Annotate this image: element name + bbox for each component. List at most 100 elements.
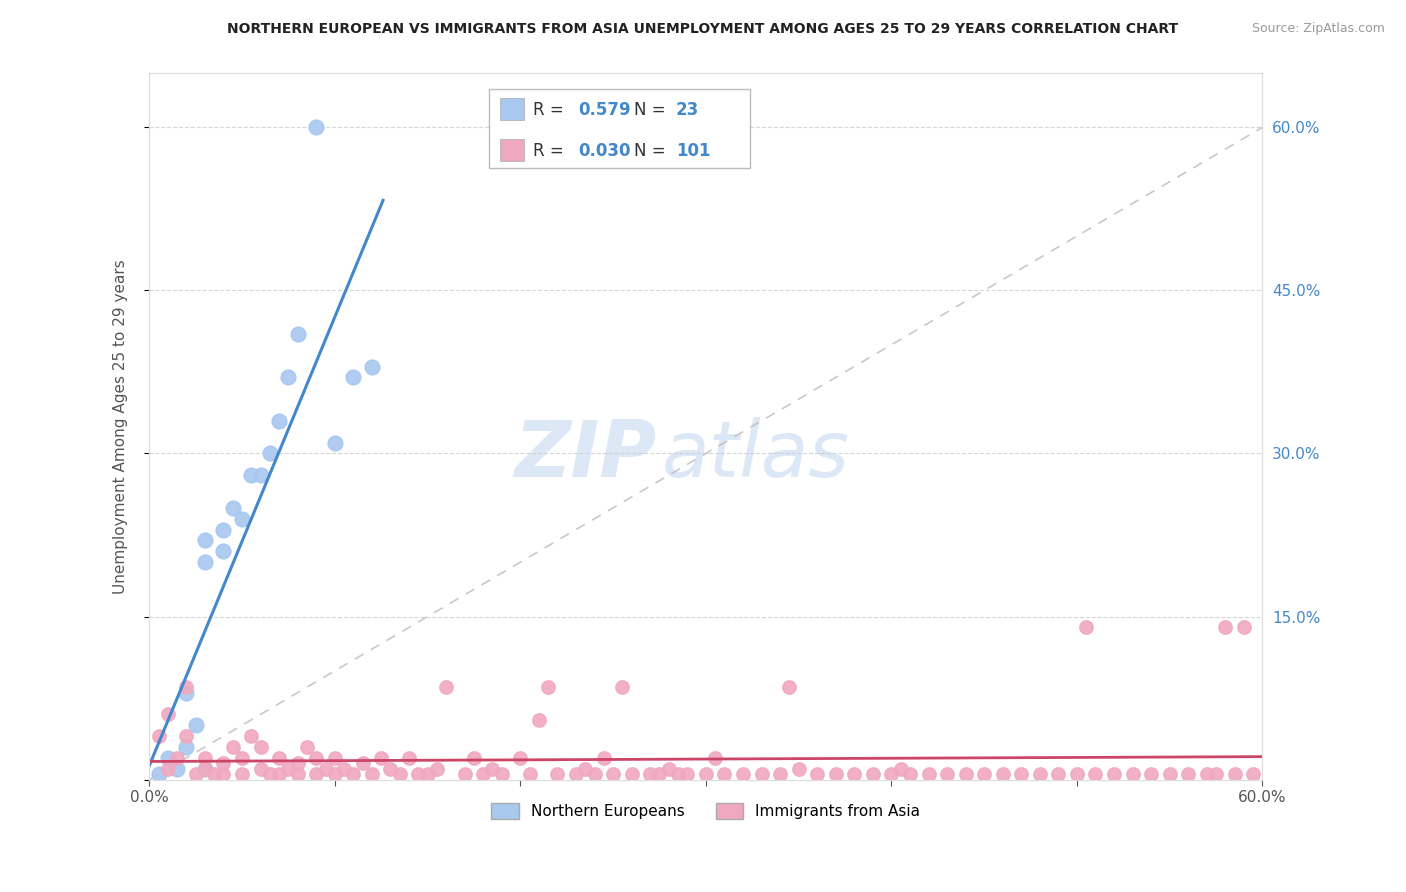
Point: [574, 762, 596, 776]
Point: [648, 767, 671, 781]
Point: [991, 767, 1014, 781]
Point: [1223, 767, 1246, 781]
Point: [824, 767, 846, 781]
Point: [240, 468, 263, 483]
Point: [184, 718, 207, 732]
Text: 0.579: 0.579: [578, 101, 630, 120]
Point: [917, 767, 939, 781]
Point: [955, 767, 977, 781]
Text: N =: N =: [634, 142, 671, 160]
Point: [361, 359, 384, 374]
Point: [166, 762, 188, 776]
Point: [1076, 620, 1098, 634]
Point: [212, 523, 235, 537]
Point: [259, 446, 281, 460]
Point: [406, 767, 429, 781]
Point: [194, 762, 217, 776]
Point: [269, 751, 291, 765]
Point: [202, 767, 225, 781]
Point: [380, 762, 402, 776]
FancyBboxPatch shape: [489, 89, 751, 169]
Point: [156, 751, 179, 765]
Point: [370, 751, 392, 765]
FancyBboxPatch shape: [501, 98, 524, 120]
Point: [148, 767, 170, 781]
Point: [194, 751, 217, 765]
Point: [176, 680, 198, 694]
Text: Source: ZipAtlas.com: Source: ZipAtlas.com: [1251, 22, 1385, 36]
Point: [259, 767, 281, 781]
Point: [731, 767, 754, 781]
Point: [1195, 767, 1218, 781]
Text: NORTHERN EUROPEAN VS IMMIGRANTS FROM ASIA UNEMPLOYMENT AMONG AGES 25 TO 29 YEARS: NORTHERN EUROPEAN VS IMMIGRANTS FROM ASI…: [228, 22, 1178, 37]
Point: [315, 762, 337, 776]
Point: [1084, 767, 1107, 781]
Point: [509, 751, 531, 765]
Point: [1159, 767, 1181, 781]
Point: [806, 767, 828, 781]
Point: [973, 767, 995, 781]
Point: [1215, 620, 1237, 634]
Point: [890, 762, 912, 776]
Point: [176, 729, 198, 743]
Point: [352, 756, 374, 771]
Point: [194, 533, 217, 548]
Point: [231, 751, 253, 765]
Point: [148, 729, 170, 743]
Point: [194, 555, 217, 569]
Point: [166, 751, 188, 765]
Point: [287, 767, 309, 781]
Point: [277, 762, 299, 776]
Text: R =: R =: [533, 101, 569, 120]
Point: [156, 707, 179, 722]
Point: [176, 685, 198, 699]
Point: [1177, 767, 1199, 781]
Point: [249, 739, 271, 754]
Point: [333, 762, 356, 776]
Point: [463, 751, 485, 765]
Point: [249, 762, 271, 776]
Point: [1122, 767, 1144, 781]
Point: [222, 500, 245, 515]
Y-axis label: Unemployment Among Ages 25 to 29 years: Unemployment Among Ages 25 to 29 years: [114, 259, 128, 594]
Point: [222, 739, 245, 754]
Point: [592, 751, 614, 765]
Point: [1102, 767, 1125, 781]
Point: [898, 767, 921, 781]
Point: [212, 767, 235, 781]
Point: [361, 767, 384, 781]
Point: [295, 739, 318, 754]
Point: [527, 713, 550, 727]
Point: [666, 767, 689, 781]
Point: [844, 767, 866, 781]
Point: [1140, 767, 1163, 781]
Point: [323, 435, 346, 450]
Point: [1010, 767, 1032, 781]
Point: [416, 767, 439, 781]
Point: [769, 767, 792, 781]
Point: [156, 762, 179, 776]
Point: [323, 767, 346, 781]
Point: [583, 767, 606, 781]
Point: [704, 751, 727, 765]
Point: [546, 767, 568, 781]
Point: [695, 767, 717, 781]
Point: [1205, 767, 1227, 781]
Text: R =: R =: [533, 142, 569, 160]
Text: atlas: atlas: [661, 417, 849, 492]
Point: [231, 511, 253, 525]
Point: [1241, 767, 1264, 781]
Text: 101: 101: [676, 142, 710, 160]
Point: [620, 767, 643, 781]
Point: [1047, 767, 1070, 781]
Point: [388, 767, 411, 781]
Point: [658, 762, 681, 776]
Point: [249, 468, 271, 483]
Point: [565, 767, 588, 781]
Point: [323, 751, 346, 765]
FancyBboxPatch shape: [501, 138, 524, 161]
Point: [676, 767, 699, 781]
Point: [453, 767, 475, 781]
Point: [269, 414, 291, 428]
Point: [778, 680, 800, 694]
